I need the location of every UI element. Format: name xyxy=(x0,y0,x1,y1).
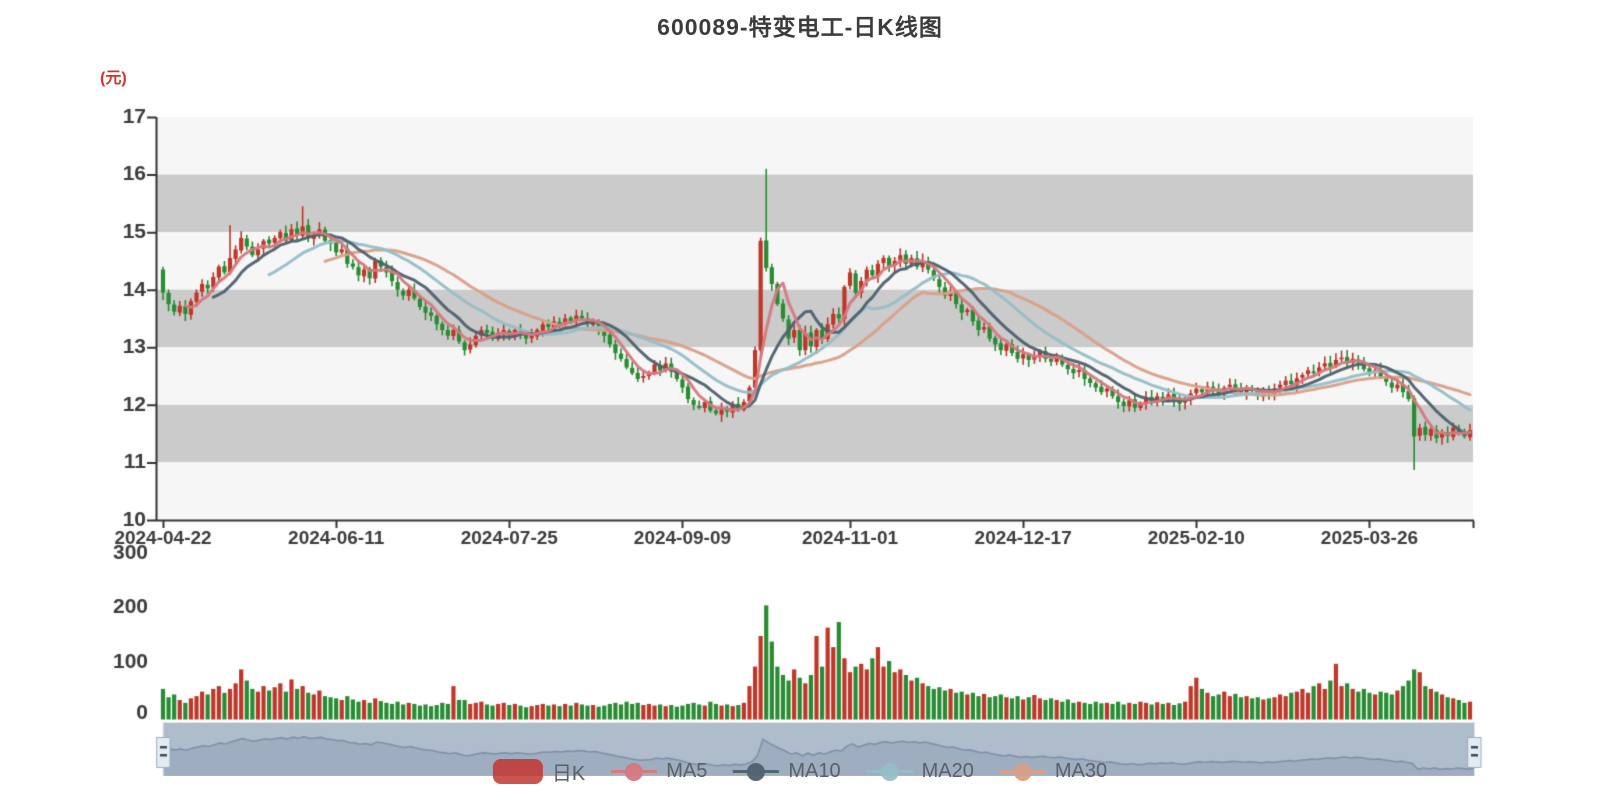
datazoom-left-handle[interactable] xyxy=(150,730,177,774)
legend-label: MA5 xyxy=(666,760,708,782)
legend-label: MA20 xyxy=(921,760,974,782)
page-title: 600089-特变电工-日K线图 xyxy=(657,14,943,40)
legend-item-ma20[interactable]: MA20 xyxy=(866,760,974,783)
legend-item-kline[interactable]: 日K xyxy=(492,757,586,786)
legend-item-ma30[interactable]: MA30 xyxy=(999,760,1108,783)
chart-bottom-separator xyxy=(0,776,1600,778)
price-unit-label: (元) xyxy=(100,70,127,87)
datazoom-track[interactable] xyxy=(176,722,1462,777)
legend-item-ma5[interactable]: MA5 xyxy=(611,760,707,783)
legend-item-ma10[interactable]: MA10 xyxy=(733,760,841,783)
legend-label: 日K xyxy=(551,763,586,785)
datazoom-right-handle[interactable] xyxy=(1461,730,1488,774)
chart-legend: 日K MA5 MA10 MA20 MA30 xyxy=(492,757,1108,786)
volume-plot-area[interactable] xyxy=(157,553,1473,720)
kline-legend-swatch xyxy=(492,759,543,784)
kline-plot-area[interactable] xyxy=(157,117,1473,520)
ma5-legend-swatch xyxy=(611,762,658,781)
legend-label: MA10 xyxy=(788,760,841,782)
ma20-legend-swatch xyxy=(866,762,913,781)
ma10-legend-swatch xyxy=(733,762,780,781)
legend-label: MA30 xyxy=(1054,760,1108,782)
ma30-legend-swatch xyxy=(999,762,1046,781)
